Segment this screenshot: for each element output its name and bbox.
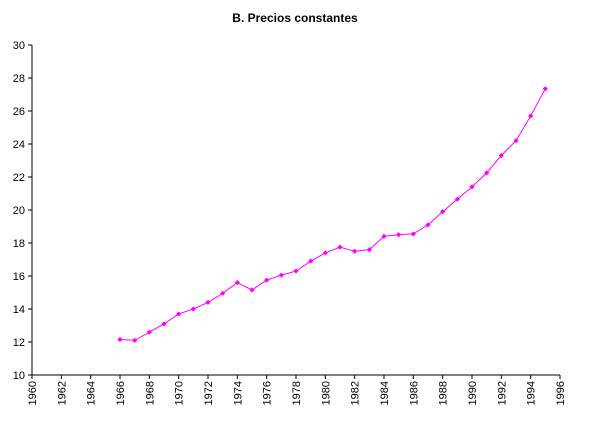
x-tick-label: 1968 bbox=[144, 381, 156, 405]
x-tick-label: 1964 bbox=[86, 381, 98, 405]
data-point bbox=[132, 337, 138, 343]
data-point bbox=[396, 232, 402, 238]
x-tick-label: 1982 bbox=[350, 381, 362, 405]
x-tick-label: 1960 bbox=[27, 381, 39, 405]
data-point bbox=[220, 290, 226, 296]
data-point bbox=[366, 247, 372, 253]
x-tick-label: 1974 bbox=[232, 381, 244, 405]
data-point bbox=[146, 329, 152, 335]
chart-title: B. Precios constantes bbox=[232, 11, 358, 25]
data-point bbox=[542, 86, 548, 92]
x-tick-label: 1994 bbox=[526, 381, 538, 405]
data-point bbox=[410, 231, 416, 237]
data-point bbox=[454, 196, 460, 202]
data-point bbox=[161, 321, 167, 327]
x-tick-label: 1988 bbox=[438, 381, 450, 405]
y-tick-label: 24 bbox=[13, 139, 25, 151]
x-tick-label: 1984 bbox=[379, 381, 391, 405]
data-point bbox=[352, 248, 358, 254]
y-tick-label: 26 bbox=[13, 106, 25, 118]
data-point bbox=[528, 113, 534, 119]
x-tick-label: 1970 bbox=[174, 381, 186, 405]
data-point bbox=[469, 184, 475, 190]
axes bbox=[31, 45, 560, 376]
data-point bbox=[425, 222, 431, 228]
y-tick-label: 28 bbox=[13, 73, 25, 85]
x-tick-label: 1996 bbox=[555, 381, 567, 405]
series-layer bbox=[117, 86, 548, 343]
x-axis-ticks: 1960 1962 1964 1966 1968 1970 1972 1974 1976 1978… bbox=[27, 375, 567, 405]
data-point bbox=[484, 170, 490, 176]
data-point bbox=[190, 306, 196, 312]
data-point bbox=[117, 336, 123, 343]
data-point bbox=[337, 244, 343, 250]
data-point bbox=[322, 250, 328, 256]
y-tick-label: 14 bbox=[13, 304, 25, 316]
data-point bbox=[278, 272, 284, 278]
data-point bbox=[498, 152, 504, 159]
y-tick-label: 16 bbox=[13, 271, 25, 283]
y-tick-label: 18 bbox=[13, 238, 25, 250]
y-axis-ticks: 10 12 14 16 18 20 22 24 26 28 30 bbox=[13, 40, 32, 382]
data-point bbox=[513, 138, 519, 144]
y-tick-label: 20 bbox=[13, 205, 25, 217]
x-tick-label: 1980 bbox=[320, 381, 332, 405]
y-tick-label: 22 bbox=[13, 172, 25, 184]
y-tick-label: 10 bbox=[13, 370, 25, 382]
data-point bbox=[205, 299, 211, 305]
y-tick-label: 30 bbox=[13, 40, 25, 52]
x-tick-label: 1992 bbox=[496, 381, 508, 405]
y-tick-label: 12 bbox=[13, 337, 25, 349]
data-point bbox=[308, 258, 314, 264]
data-point bbox=[293, 268, 299, 274]
data-point bbox=[249, 287, 255, 293]
x-tick-label: 1978 bbox=[291, 381, 303, 405]
x-tick-label: 1962 bbox=[56, 381, 68, 405]
x-tick-label: 1966 bbox=[115, 381, 127, 405]
x-tick-label: 1990 bbox=[467, 381, 479, 405]
x-tick-label: 1986 bbox=[408, 381, 420, 405]
data-point bbox=[176, 311, 182, 317]
data-point bbox=[381, 233, 387, 239]
x-tick-label: 1972 bbox=[203, 381, 215, 405]
data-point bbox=[264, 277, 270, 283]
series-line bbox=[119, 88, 546, 341]
x-tick-label: 1976 bbox=[262, 381, 274, 405]
data-point bbox=[440, 209, 446, 215]
data-point bbox=[234, 280, 240, 286]
